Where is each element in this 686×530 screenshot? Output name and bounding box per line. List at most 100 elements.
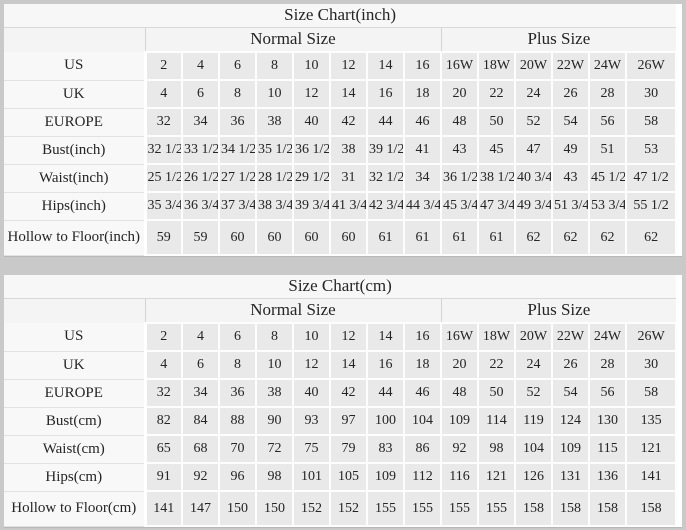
label-column-header	[4, 27, 145, 52]
size-cell: 43	[551, 163, 590, 193]
size-cell: 14	[329, 79, 368, 109]
size-cell: 152	[329, 490, 368, 527]
table-row: EUROPE 32 34 36 38 40 42 44 46 48 50 52 54 56 58	[4, 378, 678, 408]
size-cell: 141	[144, 490, 183, 527]
size-cell: 60	[292, 219, 331, 256]
size-cell: 36 1/2	[440, 163, 479, 193]
table-row: US 2 4 6 8 10 12 14 16 16W 18W 20W 22W 24W 26W	[4, 322, 678, 352]
table-title-row: Size Chart(inch)	[4, 4, 677, 28]
size-cell: 93	[292, 406, 331, 436]
size-cell: 56	[588, 378, 627, 408]
size-cell: 16W	[440, 51, 479, 81]
table-row: Hollow to Floor(inch) 59 59 60 60 60 60 61 61 61 6…	[4, 219, 678, 256]
size-cell: 56	[588, 107, 627, 137]
size-cell: 4	[181, 51, 220, 81]
size-cell: 119	[514, 406, 553, 436]
row-label: Waist(cm)	[4, 435, 147, 464]
size-cell: 40 3/4	[514, 163, 553, 193]
size-cell: 26 1/2	[181, 163, 220, 193]
size-cell: 68	[181, 434, 220, 464]
size-chart-table-1: Size Chart(cm) Normal Size Plus Size US 2 4 6 8…	[4, 275, 678, 527]
size-cell: 18W	[477, 322, 516, 352]
size-cell: 24W	[588, 51, 627, 81]
size-cell: 147	[181, 490, 220, 527]
table-row: US 2 4 6 8 10 12 14 16 16W 18W 20W 22W 24W 26W	[4, 51, 678, 81]
size-cell: 45 3/4	[440, 191, 479, 221]
size-cell: 55 1/2	[624, 191, 678, 221]
size-cell: 38	[255, 378, 294, 408]
row-label: UK	[4, 80, 147, 109]
size-cell: 116	[440, 462, 479, 492]
size-cell: 2	[144, 322, 183, 352]
size-cell: 20W	[514, 51, 553, 81]
size-cell: 83	[366, 434, 405, 464]
size-cell: 32	[144, 378, 183, 408]
size-cell: 62	[551, 219, 590, 256]
row-label: Hips(inch)	[4, 192, 147, 221]
size-cell: 70	[218, 434, 257, 464]
size-cell: 27 1/2	[218, 163, 257, 193]
size-cell: 28	[588, 79, 627, 109]
row-label: US	[4, 323, 147, 352]
size-cell: 105	[329, 462, 368, 492]
size-cell: 30	[624, 350, 678, 380]
size-cell: 26	[551, 79, 590, 109]
size-cell: 10	[255, 350, 294, 380]
size-cell: 79	[329, 434, 368, 464]
row-label: Bust(inch)	[4, 136, 147, 165]
size-cell: 58	[624, 378, 678, 408]
size-cell: 141	[624, 462, 678, 492]
size-cell: 158	[551, 490, 590, 527]
size-cell: 35 1/2	[255, 135, 294, 165]
size-chart-section-1: Size Chart(cm) Normal Size Plus Size US 2 4 6 8…	[4, 275, 682, 528]
size-cell: 41	[403, 135, 442, 165]
size-cell: 22	[477, 350, 516, 380]
size-cell: 52	[514, 378, 553, 408]
size-cell: 150	[218, 490, 257, 527]
group-header-normal: Normal Size	[144, 27, 441, 52]
size-cell: 10	[292, 322, 331, 352]
size-cell: 16W	[440, 322, 479, 352]
size-cell: 26W	[624, 322, 678, 352]
size-cell: 2	[144, 51, 183, 81]
size-cell: 158	[514, 490, 553, 527]
size-cell: 12	[292, 79, 331, 109]
table-row: UK 4 6 8 10 12 14 16 18 20 22 24 26 28 30	[4, 350, 678, 380]
size-cell: 24	[514, 350, 553, 380]
size-cell: 51 3/4	[551, 191, 590, 221]
size-cell: 72	[255, 434, 294, 464]
size-cell: 58	[624, 107, 678, 137]
size-cell: 12	[329, 51, 368, 81]
size-cell: 131	[551, 462, 590, 492]
size-cell: 60	[329, 219, 368, 256]
size-cell: 38 3/4	[255, 191, 294, 221]
size-cell: 59	[144, 219, 183, 256]
size-cell: 20	[440, 79, 479, 109]
size-cell: 61	[440, 219, 479, 256]
size-cell: 14	[366, 51, 405, 81]
table-row: Bust(inch) 32 1/2 33 1/2 34 1/2 35 1/2 36 1/2…	[4, 135, 678, 165]
size-cell: 38 1/2	[477, 163, 516, 193]
group-header-row: Normal Size Plus Size	[4, 27, 677, 52]
size-cell: 59	[181, 219, 220, 256]
size-cell: 18	[403, 350, 442, 380]
size-cell: 10	[292, 51, 331, 81]
size-cell: 60	[255, 219, 294, 256]
size-cell: 48	[440, 107, 479, 137]
size-cell: 158	[588, 490, 627, 527]
size-cell: 22	[477, 79, 516, 109]
table-row: Hollow to Floor(cm) 141 147 150 150 152 152 155…	[4, 490, 678, 527]
size-cell: 10	[255, 79, 294, 109]
size-cell: 36	[218, 378, 257, 408]
size-cell: 26	[551, 350, 590, 380]
size-cell: 47	[514, 135, 553, 165]
size-cell: 50	[477, 378, 516, 408]
size-cell: 26W	[624, 51, 678, 81]
size-cell: 41 3/4	[329, 191, 368, 221]
table-title-row: Size Chart(cm)	[4, 275, 677, 299]
size-cell: 109	[551, 434, 590, 464]
size-cell: 44	[366, 378, 405, 408]
size-cell: 112	[403, 462, 442, 492]
size-chart-table-0: Size Chart(inch) Normal Size Plus Size US 2 4…	[4, 4, 678, 256]
